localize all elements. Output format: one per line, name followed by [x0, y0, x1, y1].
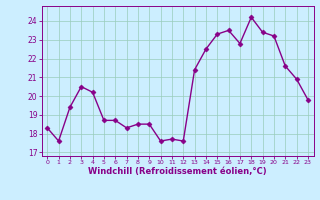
X-axis label: Windchill (Refroidissement éolien,°C): Windchill (Refroidissement éolien,°C): [88, 167, 267, 176]
